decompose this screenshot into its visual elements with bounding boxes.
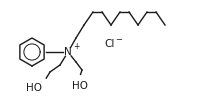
Text: +: + xyxy=(73,42,79,50)
Text: HO: HO xyxy=(72,81,88,91)
Text: N: N xyxy=(64,47,72,57)
Text: HO: HO xyxy=(26,83,42,93)
Text: Cl: Cl xyxy=(105,39,115,49)
Text: −: − xyxy=(116,36,123,44)
